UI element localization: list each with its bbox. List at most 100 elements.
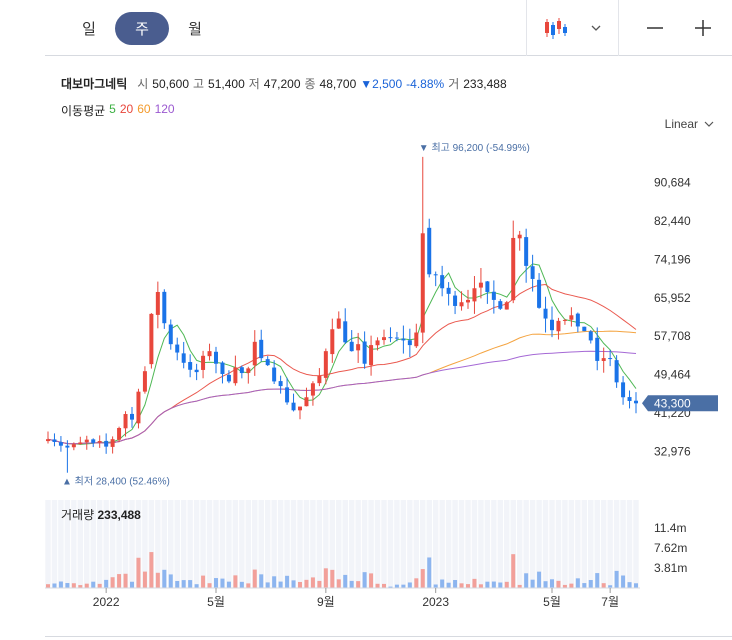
volume-grid-cell (323, 500, 329, 588)
candle-body (543, 308, 548, 319)
volume-bar (194, 584, 199, 588)
volume-bar (414, 578, 419, 588)
volume-bar (142, 571, 147, 588)
volume-bar (446, 582, 451, 588)
volume-grid-cell (633, 500, 639, 588)
volume-bar (226, 581, 231, 588)
candle-body (362, 341, 367, 364)
volume-bar (382, 583, 386, 588)
candle-body (278, 381, 283, 387)
volume-bar (491, 581, 496, 588)
minus-icon (647, 27, 663, 29)
volume-bar (362, 572, 367, 588)
candle-body (265, 359, 270, 366)
candle-body (104, 440, 109, 447)
candle-body (175, 344, 180, 353)
candle-body (575, 313, 580, 327)
candle-body (420, 233, 425, 333)
volume-bar (498, 582, 503, 588)
zoom-out-button[interactable] (633, 0, 677, 56)
high-label: 고 (193, 77, 205, 91)
volume-bar (569, 583, 574, 588)
volume-grid-cell (510, 500, 516, 588)
volume-grid-cell (200, 500, 206, 588)
tab-month[interactable]: 월 (188, 21, 202, 38)
volume-grid-cell (407, 500, 413, 588)
volume-grid-cell (336, 500, 342, 588)
volume-bar (78, 585, 83, 588)
tab-day[interactable]: 일 (82, 21, 96, 38)
volume-grid-cell (549, 500, 555, 588)
ma-60: 60 (137, 102, 151, 116)
volume-bar (104, 579, 109, 588)
volume-bar (394, 584, 399, 588)
volume-grid-cell (232, 500, 239, 588)
volume-value: 233,488 (463, 77, 507, 91)
volume-grid-cell (174, 500, 180, 588)
time-tick-label: 2022 (93, 595, 120, 609)
volume-grid-cell (103, 500, 109, 588)
volume-grid-cell (620, 500, 626, 588)
volume-grid-cell (310, 500, 316, 588)
close-value: 48,700 (319, 77, 357, 91)
candle-body (233, 367, 238, 384)
volume-grid-cell (245, 500, 252, 588)
candle-body (601, 358, 606, 361)
candle-body (440, 275, 445, 289)
stock-name: 대보마그네틱 (61, 77, 128, 91)
candle-body (369, 345, 374, 366)
scale-dropdown[interactable]: Linear (665, 117, 714, 131)
time-tick-label: 2023 (422, 595, 449, 609)
open-label: 시 (137, 77, 149, 91)
volume-bar (252, 569, 257, 588)
volume-grid-cell (58, 500, 64, 588)
low-value: 47,200 (263, 77, 301, 91)
candle-body (550, 319, 554, 331)
volume-grid-cell (277, 500, 284, 588)
volume-bar (123, 573, 128, 588)
candle-body (291, 402, 296, 411)
volume-grid-cell (400, 500, 407, 588)
candle-body (97, 441, 102, 443)
volume-grid-cell (368, 500, 374, 588)
price-tick-label: 49,464 (654, 368, 691, 382)
stock-summary: 대보마그네틱 시 50,600 고 51,400 저 47,200 종 48,700 ▼… (61, 75, 507, 92)
volume-grid-cell (581, 500, 588, 588)
volume-grid-cell (355, 500, 361, 588)
time-tick-label: 7월 (601, 595, 619, 609)
volume-bar (614, 570, 619, 588)
volume-bar (207, 583, 212, 588)
candle-body (511, 237, 516, 301)
price-tick-label: 82,440 (654, 214, 691, 228)
volume-bar (440, 579, 445, 588)
volume-bar (317, 580, 322, 588)
volume-bar (58, 581, 63, 588)
volume-bar (149, 552, 154, 588)
volume-bar (466, 584, 470, 588)
volume-bar (65, 583, 70, 588)
candle-body (530, 266, 535, 279)
volume-bar (582, 583, 587, 588)
ma-label: 이동평균 (61, 104, 106, 118)
volume-grid-cell (252, 500, 258, 588)
chart-type-button[interactable] (527, 0, 617, 56)
volume-bar (220, 578, 225, 588)
volume-grid-cell (504, 500, 510, 588)
volume-bar (369, 573, 374, 588)
volume-bar (181, 580, 186, 588)
volume-grid-cell (497, 500, 504, 588)
change-percent: -4.88% (406, 77, 445, 91)
volume-grid-cell (109, 500, 116, 588)
candle-body (246, 368, 251, 373)
candle-body (562, 319, 567, 321)
volume-grid-cell (626, 500, 633, 588)
tab-week[interactable]: 주 (115, 12, 169, 45)
volume-grid-cell (303, 500, 310, 588)
zoom-in-button[interactable] (681, 0, 725, 56)
ma-120: 120 (154, 102, 175, 116)
volume-bar (524, 573, 529, 588)
volume-grid-cell (445, 500, 452, 588)
volume-grid-cell (297, 500, 303, 588)
volume-bar (356, 581, 361, 588)
